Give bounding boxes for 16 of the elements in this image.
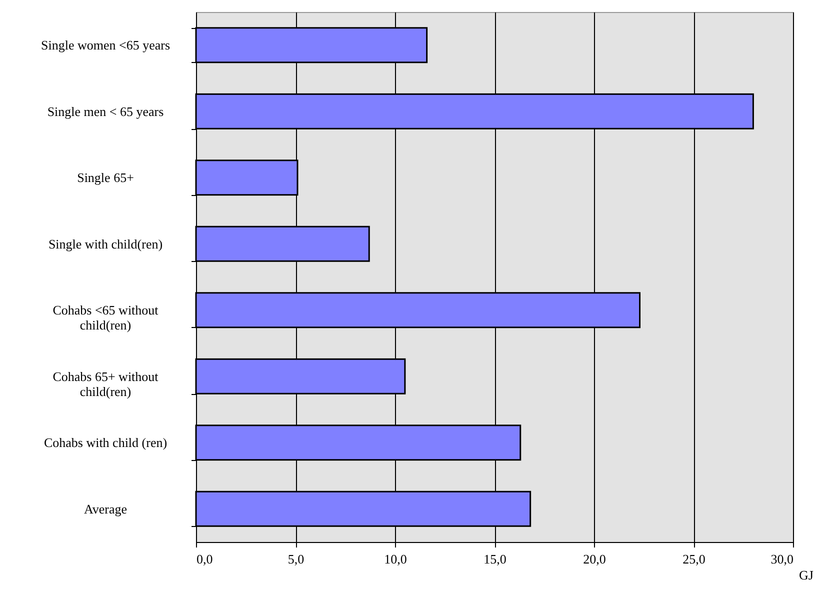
y-tick-label: Single with child(ren) xyxy=(48,236,163,252)
y-tick-label: Single women <65 years xyxy=(40,38,170,53)
x-tick-label: 0,0 xyxy=(196,552,213,566)
y-tick-label: Average xyxy=(84,501,128,516)
x-axis-title: GJ xyxy=(799,568,814,582)
x-tick-label: 30,0 xyxy=(770,552,794,566)
y-tick-label: Single 65+ xyxy=(77,170,134,186)
y-tick-label: Cohabs 65+ without child(ren) xyxy=(52,368,159,399)
x-tick-label: 25,0 xyxy=(682,552,706,566)
y-tick-label: Cohabs <65 without child(ren) xyxy=(52,302,159,333)
y-tick-label: Single men < 65 years xyxy=(47,104,164,119)
y-tick-label: Cohabs with child (ren) xyxy=(44,435,168,450)
x-tick-label: 20,0 xyxy=(583,552,606,566)
x-tick-label: 15,0 xyxy=(484,552,506,566)
x-tick-label: 10,0 xyxy=(384,552,407,566)
x-tick-label: 5,0 xyxy=(288,552,304,566)
